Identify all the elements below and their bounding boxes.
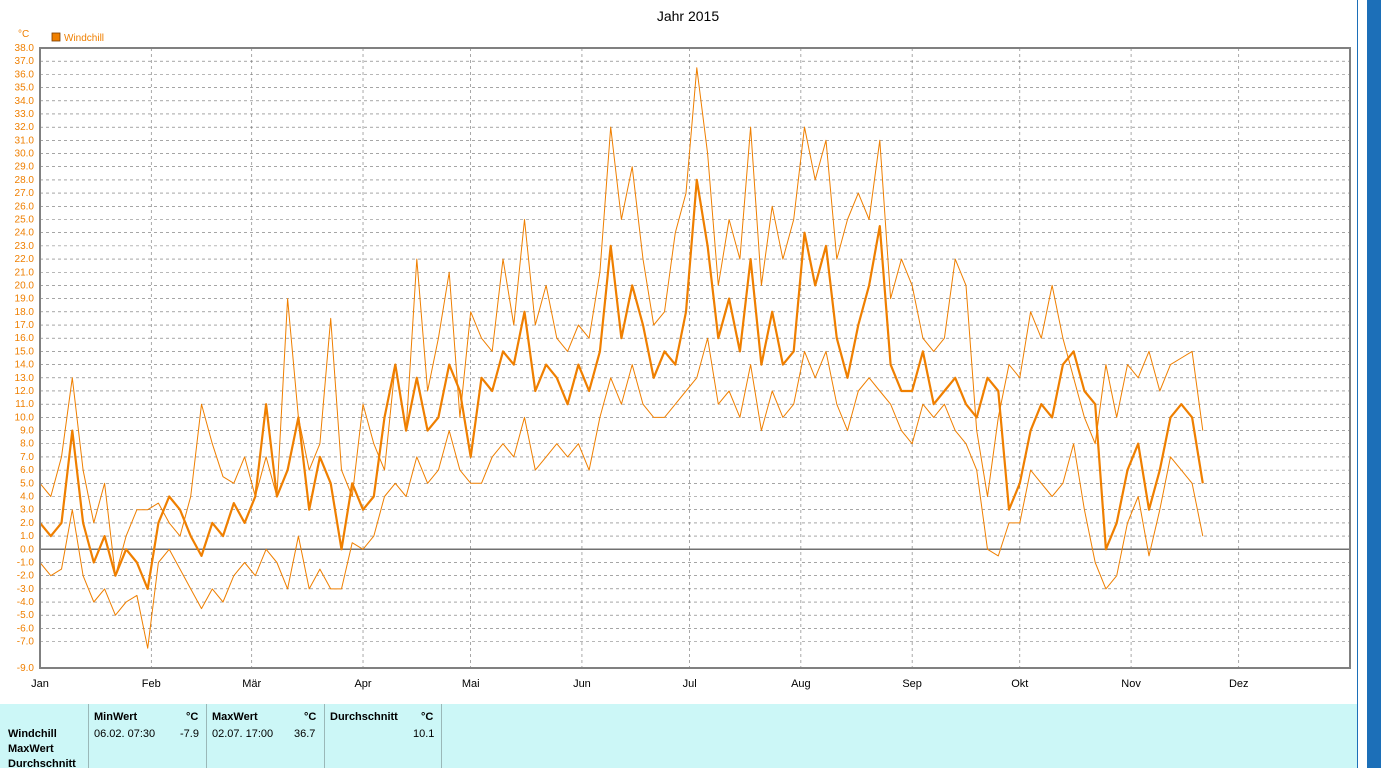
y-tick-label: 31.0 (15, 135, 35, 146)
max-value: 36.7 (294, 728, 316, 740)
y-tick-label: 34.0 (15, 96, 35, 107)
y-tick-label: 29.0 (15, 162, 35, 173)
y-tick-label: 28.0 (15, 175, 35, 186)
y-tick-label: 35.0 (15, 83, 35, 94)
min-datetime: 06.02. 07:30 (94, 728, 156, 740)
plot-frame (39, 47, 1351, 669)
legend-swatch (51, 32, 61, 42)
y-tick-label: -3.0 (17, 584, 35, 595)
y-tick-label: -2.0 (17, 571, 35, 582)
y-tick-label: 22.0 (15, 254, 35, 265)
avg-unit: °C (421, 711, 434, 723)
chart-title: Jahr 2015 (657, 8, 719, 24)
avg-header: Durchschnitt (330, 711, 398, 723)
x-tick-label: Jan (31, 678, 49, 690)
x-tick-label: Nov (1121, 678, 1141, 690)
desktop-background (1357, 0, 1381, 768)
min-header: MinWert (94, 711, 138, 723)
x-tick-label: Jun (573, 678, 591, 690)
y-tick-label: 9.0 (20, 426, 34, 437)
y-tick-label: 3.0 (20, 505, 34, 516)
y-tick-label: 25.0 (15, 214, 35, 225)
y-tick-label: 20.0 (15, 280, 35, 291)
y-tick-label: 12.0 (15, 386, 35, 397)
y-tick-label: 21.0 (15, 267, 35, 278)
y-tick-label: 17.0 (15, 320, 35, 331)
y-tick-label: -6.0 (17, 623, 35, 634)
y-tick-label: 4.0 (20, 492, 34, 503)
y-tick-label: 16.0 (15, 333, 35, 344)
legend-label-windchill[interactable]: Windchill (64, 33, 104, 44)
y-tick-label: -9.0 (17, 663, 35, 674)
y-tick-label: 19.0 (15, 294, 35, 305)
series-line-min (39, 337, 1204, 649)
y-tick-label: 6.0 (20, 465, 34, 476)
max-unit: °C (304, 711, 317, 723)
min-unit: °C (186, 711, 199, 723)
y-tick-label: 30.0 (15, 149, 35, 160)
y-tick-label: 2.0 (20, 518, 34, 529)
x-tick-label: Aug (791, 678, 811, 690)
y-tick-label: 14.0 (15, 360, 35, 371)
y-tick-label: 26.0 (15, 201, 35, 212)
y-axis: 38.0 37.0 36.0 35.0 34.0 33.0 32.0 31.0 30.0 29.0… (15, 43, 35, 674)
grid (40, 47, 1350, 669)
x-tick-label: Apr (354, 678, 371, 690)
y-tick-label: 36.0 (15, 69, 35, 80)
x-tick-label: Jul (683, 678, 697, 690)
x-tick-label: Dez (1229, 678, 1249, 690)
y-tick-label: 15.0 (15, 346, 35, 357)
y-tick-label: 1.0 (20, 531, 34, 542)
y-tick-label: 10.0 (15, 412, 35, 423)
x-tick-label: Mär (242, 678, 261, 690)
series-windchill (39, 67, 1204, 649)
y-tick-label: 23.0 (15, 241, 35, 252)
stats-row-label: Windchill (8, 728, 57, 740)
y-tick-label: -7.0 (17, 637, 35, 648)
y-tick-label: 24.0 (15, 228, 35, 239)
y-tick-label: 33.0 (15, 109, 35, 120)
y-tick-label: 27.0 (15, 188, 35, 199)
y-tick-label: -1.0 (17, 557, 35, 568)
max-datetime: 02.07. 17:00 (212, 728, 274, 740)
avg-value: 10.1 (413, 728, 435, 740)
y-tick-label: 11.0 (15, 399, 34, 410)
stats-row-label: MaxWert (8, 743, 54, 755)
max-header: MaxWert (212, 711, 258, 723)
y-tick-label: 32.0 (15, 122, 35, 133)
y-axis-unit: °C (18, 29, 29, 40)
x-tick-label: Sep (902, 678, 922, 690)
y-tick-label: -5.0 (17, 610, 35, 621)
stats-divider (88, 704, 89, 768)
y-tick-label: 38.0 (15, 43, 35, 54)
x-tick-label: Mai (462, 678, 480, 690)
series-line-avg (39, 178, 1204, 591)
stats-divider (441, 704, 442, 768)
y-tick-label: 37.0 (15, 56, 35, 67)
y-tick-label: 18.0 (15, 307, 35, 318)
chart: Jahr 2015 °C Windchill 38.037.036.035.03… (15, 8, 1351, 690)
window-border (1358, 0, 1367, 768)
x-axis: Jan Feb Mär Apr Mai Jun Jul Aug Sep Okt Nov Dez (31, 678, 1248, 690)
y-tick-label: 0.0 (20, 544, 34, 555)
x-tick-label: Feb (142, 678, 161, 690)
y-tick-label: 7.0 (20, 452, 34, 463)
x-tick-label: Okt (1011, 678, 1028, 690)
series-line-max (39, 67, 1204, 577)
statistics-panel: Windchill MaxWert Durchschnitt MinWert °… (0, 704, 1357, 770)
min-value: -7.9 (180, 728, 199, 740)
stats-divider (206, 704, 207, 768)
y-tick-label: 8.0 (20, 439, 34, 450)
y-tick-label: 5.0 (20, 478, 34, 489)
stats-row-label: Durchschnitt (8, 758, 76, 770)
stats-divider (324, 704, 325, 768)
y-tick-label: -4.0 (17, 597, 35, 608)
y-tick-label: 13.0 (15, 373, 35, 384)
